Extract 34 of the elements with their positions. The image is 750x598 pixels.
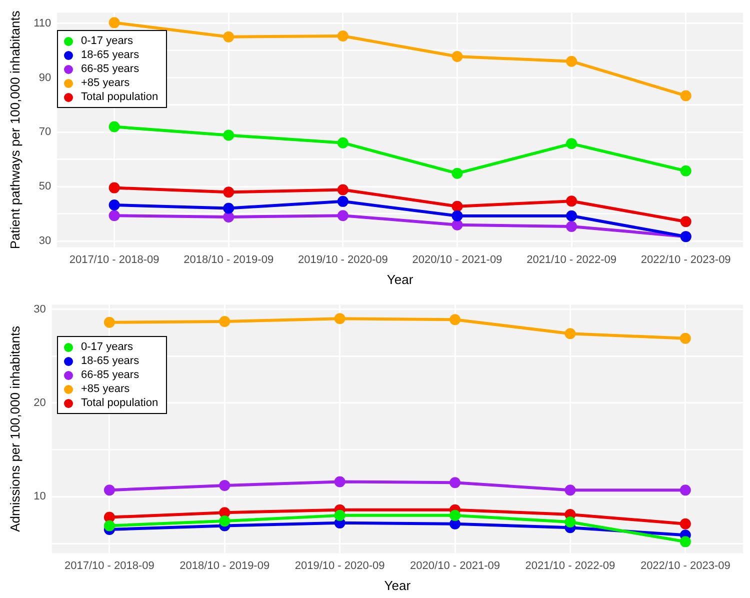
x-tick-label: 2021/10 - 2022-09 — [526, 254, 616, 266]
legend-label: Total population — [81, 396, 158, 410]
y-tick-label: 20 — [34, 397, 46, 410]
x-axis-title: Year — [384, 578, 412, 593]
x-axis-title: Year — [386, 272, 414, 287]
y-axis-title: Admissions per 100,000 inhabitants — [7, 325, 22, 532]
x-tick-label: 2022/10 - 2023-09 — [640, 254, 731, 266]
x-tick-label: 2018/10 - 2019-09 — [184, 254, 274, 266]
legend-label: 66-85 years — [81, 62, 140, 76]
y-tick-label: 50 — [38, 180, 52, 193]
x-tick-label: 2020/10 - 2021-09 — [412, 254, 502, 266]
x-tick-label: 2019/10 - 2020-09 — [294, 560, 385, 572]
legend-label: 0-17 years — [81, 34, 133, 48]
legend-label: 18-65 years — [81, 354, 140, 368]
y-tick-label: 30 — [34, 303, 46, 316]
y-tick-label: 70 — [38, 126, 52, 138]
x-tick-label: 2017/10 - 2018-09 — [69, 254, 160, 266]
y-tick-label: 30 — [38, 235, 52, 248]
legend-label: +85 years — [81, 382, 130, 396]
legend-label: 0-17 years — [81, 340, 133, 354]
legend-label: 18-65 years — [81, 48, 140, 62]
x-tick-label: 2022/10 - 2023-09 — [640, 560, 730, 572]
x-tick-label: 2021/10 - 2022-09 — [525, 560, 616, 572]
legend-label: Total population — [81, 90, 158, 104]
y-tick-label: 110 — [34, 17, 52, 30]
legend-label: +85 years — [81, 76, 130, 90]
x-tick-label: 2020/10 - 2021-09 — [410, 560, 500, 572]
x-tick-label: 2017/10 - 2018-09 — [64, 560, 154, 572]
y-tick-label: 90 — [38, 72, 52, 84]
x-tick-label: 2018/10 - 2019-09 — [180, 560, 270, 572]
legend-label: 66-85 years — [81, 368, 140, 382]
x-tick-label: 2019/10 - 2020-09 — [298, 254, 388, 266]
y-axis-title: Patient pathways per 100,000 inhabitants — [7, 10, 22, 250]
y-tick-label: 10 — [34, 490, 46, 503]
